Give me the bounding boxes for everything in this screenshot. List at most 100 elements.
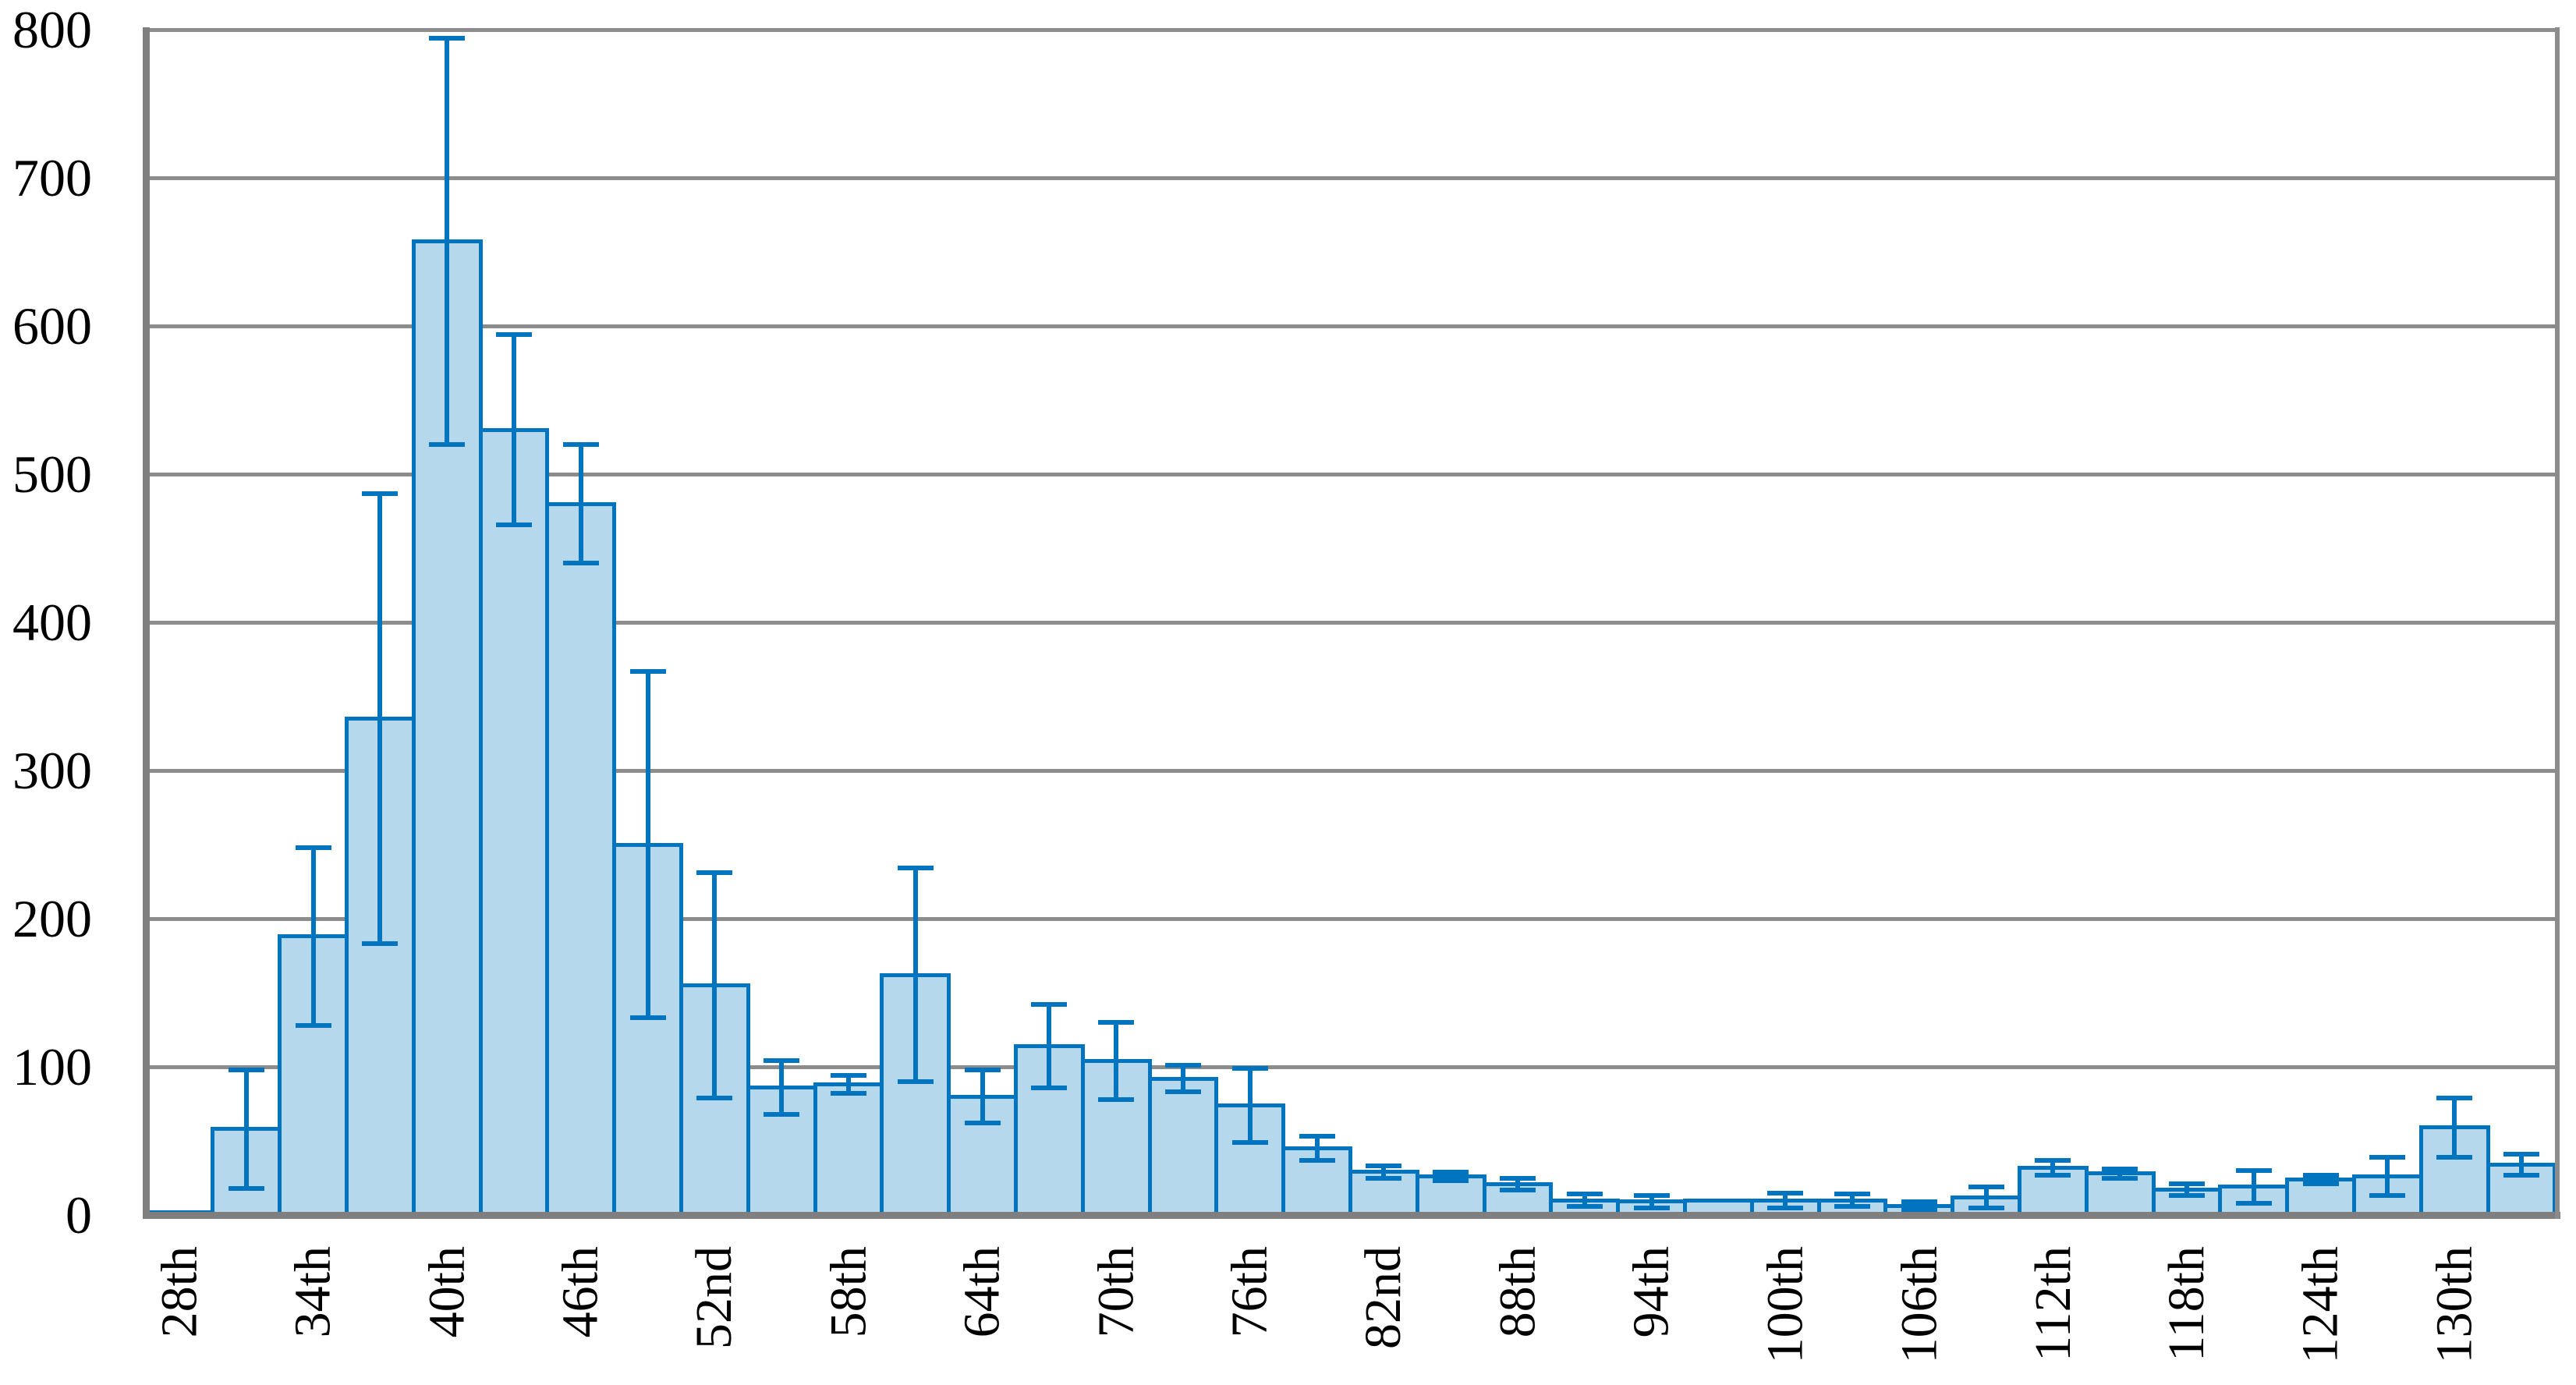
error-cap-high-46th [562,442,599,447]
error-cap-high-76th [1231,1065,1268,1071]
error-cap-low-61st [897,1079,934,1084]
error-bar-112th [2050,1160,2056,1175]
gridline-500 [146,472,2555,476]
y-axis-line [143,27,150,1219]
x-tick-label-text-52nd: 52nd [686,1246,743,1349]
gridline-800 [146,27,2555,32]
error-cap-high-79th [1299,1134,1335,1139]
error-cap-low-49th [629,1015,666,1021]
error-cap-high-64th [964,1067,1001,1072]
x-tick-label-text-40th: 40th [418,1246,476,1338]
bar-46th [545,501,617,1215]
y-tick-label-200: 200 [12,889,92,948]
error-bar-79th [1314,1136,1320,1160]
x-axis-line [143,1212,2560,1219]
gridline-300 [146,768,2555,773]
error-cap-high-88th [1500,1175,1536,1181]
error-cap-high-127th [2369,1154,2406,1160]
error-cap-high-40th [429,36,466,41]
error-cap-low-79th [1299,1157,1335,1163]
x-tick-label-text-82nd: 82nd [1355,1246,1412,1349]
error-bar-82nd [1381,1166,1387,1178]
gridline-200 [146,916,2555,921]
error-cap-low-43rd [495,522,532,527]
error-bar-64th [980,1069,985,1124]
error-cap-low-112th [2035,1172,2071,1178]
error-cap-high-115th [2102,1167,2138,1172]
error-cap-high-55th [764,1058,800,1064]
error-bar-124th [2318,1174,2323,1185]
x-tick-label-text-28th: 28th [150,1246,207,1338]
error-bar-61st [912,868,918,1082]
error-cap-low-85th [1433,1178,1469,1184]
error-cap-low-37th [362,941,399,947]
x-tick-label-text-34th: 34th [284,1246,342,1338]
x-tick-label-text-88th: 88th [1489,1246,1546,1338]
y-tick-label-500: 500 [12,445,92,504]
error-cap-low-94th [1633,1205,1670,1210]
error-bar-88th [1515,1178,1520,1190]
error-cap-high-100th [1767,1190,1804,1195]
error-cap-high-106th [1901,1199,1937,1204]
error-cap-high-49th [629,668,666,674]
x-tick-label-text-112th: 112th [2024,1246,2082,1362]
error-bar-73rd [1180,1065,1185,1093]
error-cap-high-124th [2302,1172,2339,1178]
error-bar-37th [377,493,383,944]
error-cap-low-124th [2302,1181,2339,1187]
error-cap-low-133rd [2503,1172,2540,1178]
error-cap-high-70th [1098,1020,1135,1025]
error-cap-low-127th [2369,1193,2406,1199]
error-cap-low-118th [2169,1193,2206,1199]
error-cap-low-67th [1031,1085,1068,1090]
error-bar-52nd [712,873,718,1098]
error-cap-high-109th [1968,1184,2004,1189]
y-tick-label-0: 0 [66,1185,92,1245]
gridline-700 [146,175,2555,180]
error-cap-low-76th [1231,1139,1268,1145]
x-tick-label-text-46th: 46th [551,1246,609,1338]
error-bar-121st [2251,1171,2256,1203]
error-bar-34th [310,847,316,1025]
error-bar-46th [578,445,583,563]
error-bar-85th [1448,1171,1454,1181]
bar-43rd [478,427,550,1215]
error-cap-high-130th [2436,1095,2473,1100]
error-cap-low-52nd [696,1095,733,1100]
error-cap-high-67th [1031,1002,1068,1008]
x-tick-label-text-58th: 58th [819,1246,877,1338]
x-tick-label-text-130th: 130th [2425,1246,2483,1364]
error-cap-low-64th [964,1121,1001,1126]
error-cap-high-85th [1433,1169,1469,1174]
error-cap-high-37th [362,491,399,496]
y-tick-label-300: 300 [12,741,92,800]
x-tick-label-text-124th: 124th [2291,1246,2349,1364]
error-cap-low-103rd [1834,1203,1871,1209]
error-bar-130th [2452,1097,2457,1157]
error-cap-low-31st [228,1185,264,1191]
error-cap-low-109th [1968,1205,2004,1210]
error-bar-58th [845,1075,851,1094]
error-cap-high-34th [295,845,331,850]
error-cap-low-82nd [1366,1175,1402,1181]
error-cap-low-34th [295,1022,331,1028]
error-bar-118th [2184,1184,2190,1196]
x-tick-label-text-64th: 64th [953,1246,1011,1338]
error-bar-43rd [511,335,516,525]
error-bar-100th [1783,1192,1788,1208]
y-tick-label-100: 100 [12,1037,92,1096]
plot-right-border [2555,27,2560,1219]
error-cap-low-100th [1767,1205,1804,1210]
error-cap-low-130th [2436,1154,2473,1160]
error-cap-low-121st [2235,1200,2272,1206]
error-cap-high-73rd [1164,1063,1201,1068]
error-bar-106th [1916,1201,1922,1211]
gridline-100 [146,1064,2555,1069]
y-tick-label-600: 600 [12,296,92,356]
error-bar-127th [2385,1157,2390,1196]
error-bar-103rd [1850,1194,1855,1206]
error-cap-high-91st [1566,1192,1603,1197]
error-cap-high-58th [830,1073,866,1079]
y-tick-label-800: 800 [12,0,92,59]
error-cap-low-58th [830,1091,866,1096]
